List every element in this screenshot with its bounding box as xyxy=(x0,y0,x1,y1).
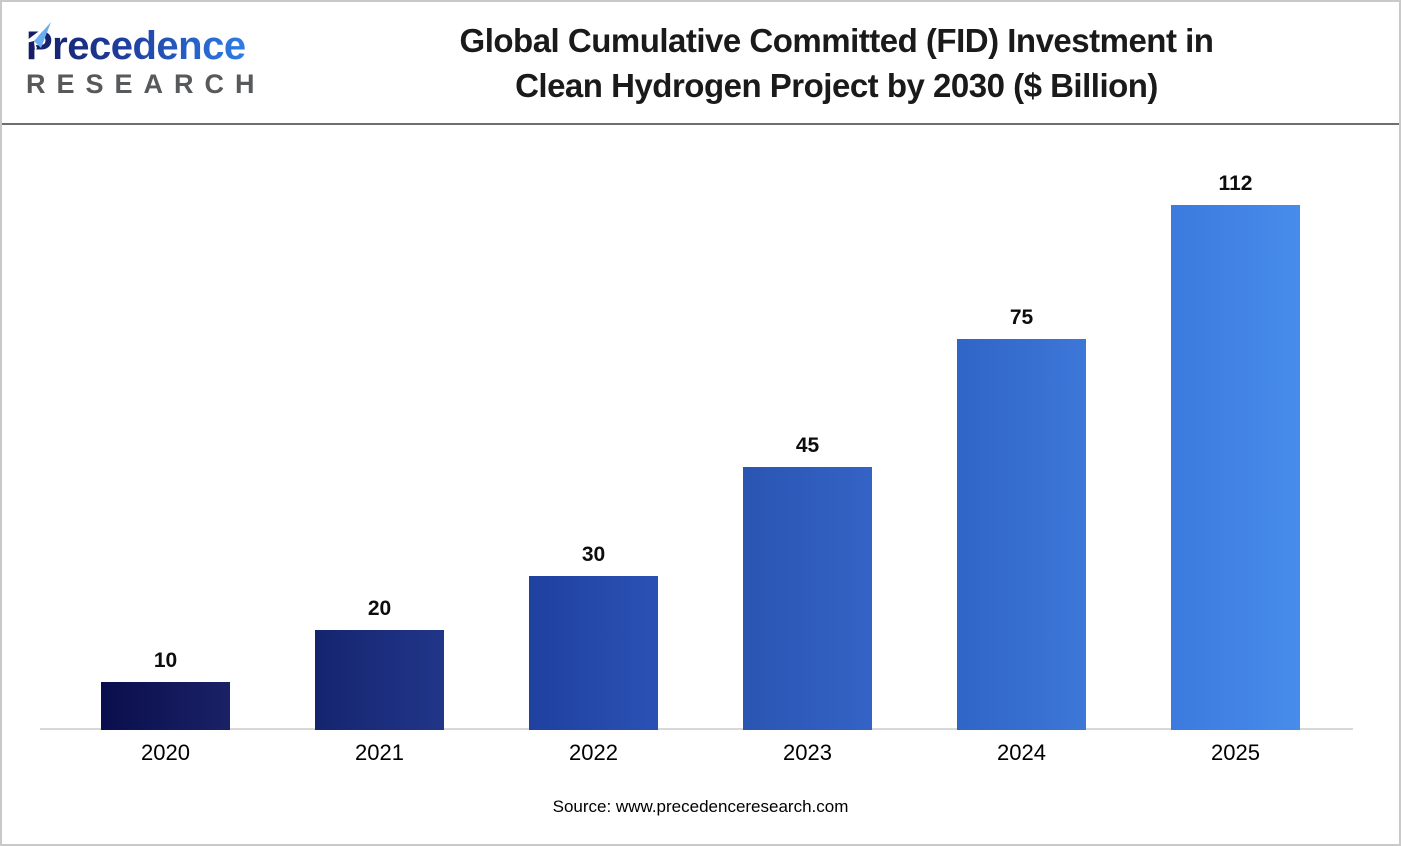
bar-value-label-2021: 20 xyxy=(367,597,392,620)
logo-research-text: RESEARCH xyxy=(26,68,266,99)
chart-title-line-1: Global Cumulative Committed (FID) Invest… xyxy=(459,21,1214,59)
header: Precedence RESEARCH Global Cumulative Co… xyxy=(2,2,1399,125)
source-text: Source: www.precedenceresearch.com xyxy=(552,797,849,816)
bar-2025 xyxy=(1171,205,1300,730)
bar-2021 xyxy=(315,630,444,730)
bar-2023 xyxy=(743,467,872,730)
bar-value-label-2022: 30 xyxy=(581,543,606,566)
x-axis-label-2020: 2020 xyxy=(141,740,190,765)
chart-title: Global Cumulative Committed (FID) Invest… xyxy=(284,18,1399,108)
bar-value-label-2020: 10 xyxy=(153,649,178,672)
x-axis-label-2022: 2022 xyxy=(569,740,618,765)
x-axis-line xyxy=(40,728,1353,730)
x-axis-label-2021: 2021 xyxy=(355,740,404,765)
x-axis-label-2023: 2023 xyxy=(783,740,832,765)
precedence-logo: Precedence RESEARCH xyxy=(2,21,284,100)
bar-chart-area: 10 2020 20 2021 30 2022 45 2023 75 2024 112 2025 So… xyxy=(2,125,1399,844)
bar-2022 xyxy=(529,576,658,730)
x-axis-label-2024: 2024 xyxy=(997,740,1046,765)
bar-value-label-2023: 45 xyxy=(795,434,820,457)
bar-2024 xyxy=(957,339,1086,730)
bar-2020 xyxy=(101,682,230,730)
chart-title-line-2: Clean Hydrogen Project by 2030 ($ Billio… xyxy=(515,66,1158,104)
logo-wordmark-wrap: Precedence xyxy=(22,21,284,68)
x-axis-label-2025: 2025 xyxy=(1211,740,1260,765)
logo-wordmark: Precedence xyxy=(26,23,246,68)
bar-value-label-2024: 75 xyxy=(1009,306,1034,329)
bar-value-label-2025: 112 xyxy=(1218,172,1253,195)
